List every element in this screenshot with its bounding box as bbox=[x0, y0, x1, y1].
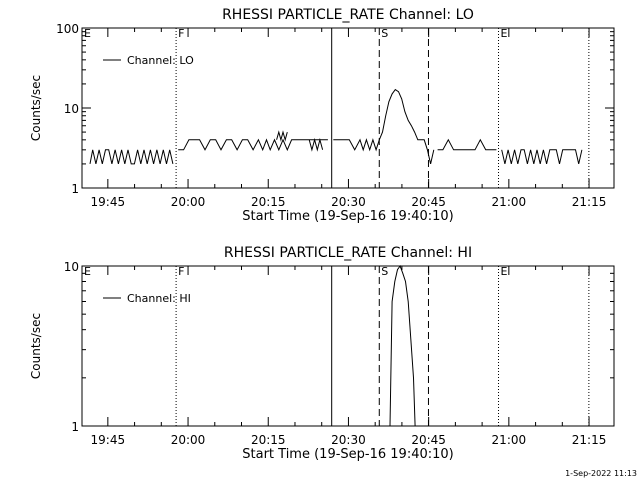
chart-title: RHESSI PARTICLE_RATE Channel: HI bbox=[224, 245, 472, 261]
x-tick-label: 19:45 bbox=[91, 195, 126, 209]
event-marker-label: S bbox=[381, 265, 388, 278]
data-series-line bbox=[501, 149, 583, 165]
data-series-line bbox=[308, 137, 324, 152]
y-axis-label: Counts/sec bbox=[29, 313, 43, 379]
event-marker-label: F bbox=[178, 265, 184, 278]
x-tick-label: 20:15 bbox=[251, 433, 286, 447]
x-tick-label: 20:30 bbox=[331, 433, 366, 447]
lo-channel-panel: RHESSI PARTICLE_RATE Channel: LO 1 10 100 19… bbox=[29, 7, 615, 224]
x-tick-label: 21:00 bbox=[492, 433, 527, 447]
event-marker-label: E bbox=[501, 27, 508, 40]
event-marker-label: F bbox=[178, 27, 184, 40]
legend-label: Channel: HI bbox=[127, 292, 191, 305]
data-series-line bbox=[89, 149, 174, 165]
y-tick-label: 1 bbox=[71, 420, 79, 434]
event-marker-label: S bbox=[381, 27, 388, 40]
y-axis-label: Counts/sec bbox=[29, 75, 43, 141]
x-tick-label: 21:15 bbox=[572, 433, 607, 447]
y-tick-label: 10 bbox=[64, 102, 79, 116]
x-tick-label: 19:45 bbox=[91, 433, 126, 447]
data-series-line bbox=[333, 88, 435, 165]
data-series-line bbox=[276, 130, 288, 142]
event-marker-label: E bbox=[84, 265, 91, 278]
chart-title: RHESSI PARTICLE_RATE Channel: LO bbox=[222, 7, 474, 23]
y-tick-label: 10 bbox=[64, 260, 79, 274]
data-series-line bbox=[178, 138, 328, 152]
event-marker-label: E bbox=[501, 265, 508, 278]
y-tick-label: 1 bbox=[71, 182, 79, 196]
x-tick-label: 20:45 bbox=[411, 195, 446, 209]
x-tick-label: 21:00 bbox=[492, 195, 527, 209]
x-axis-label: Start Time (19-Sep-16 19:40:10) bbox=[242, 447, 453, 462]
x-tick-label: 20:00 bbox=[171, 195, 206, 209]
y-tick-label: 100 bbox=[56, 22, 79, 36]
x-axis-label: Start Time (19-Sep-16 19:40:10) bbox=[242, 209, 453, 224]
x-tick-label: 21:15 bbox=[572, 195, 607, 209]
plot-frame bbox=[81, 265, 615, 427]
x-tick-label: 20:45 bbox=[411, 433, 446, 447]
x-tick-label: 20:15 bbox=[251, 195, 286, 209]
data-series-line bbox=[389, 264, 416, 427]
x-tick-label: 20:00 bbox=[171, 433, 206, 447]
legend-label: Channel: LO bbox=[127, 54, 194, 67]
data-series-line bbox=[437, 138, 497, 151]
x-tick-label: 20:30 bbox=[331, 195, 366, 209]
event-marker-label: E bbox=[84, 27, 91, 40]
hi-channel-panel: RHESSI PARTICLE_RATE Channel: HI 1 10 19:45… bbox=[29, 245, 615, 462]
footer-timestamp: 1-Sep-2022 11:13 bbox=[565, 469, 637, 478]
